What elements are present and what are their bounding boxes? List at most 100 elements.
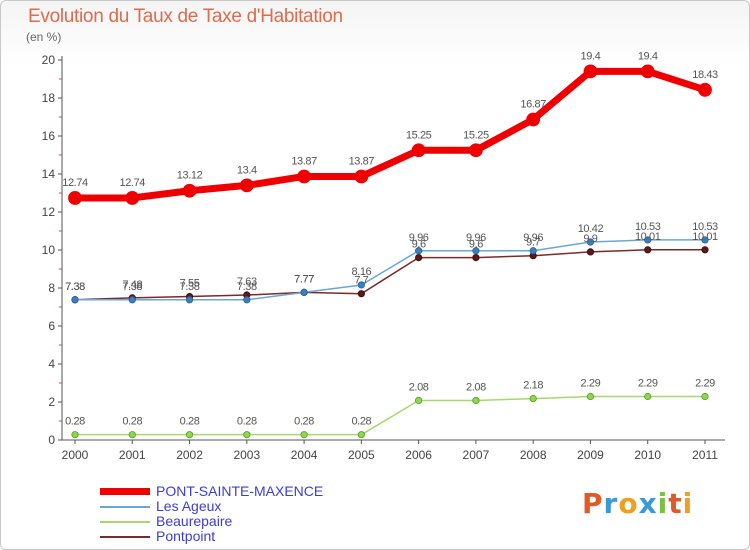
data-label: 9.6 [469,239,483,251]
logo-letter: i [682,487,694,520]
data-point [529,247,537,255]
data-point [644,236,652,244]
legend-swatch [100,506,150,508]
x-tick-label-2011: 2011 [692,448,718,462]
data-label: 9.9 [583,233,597,245]
data-label: 15.25 [463,129,489,141]
y-tick-label-8: 8 [48,281,55,295]
data-label: 0.28 [180,416,200,428]
data-label: 2.29 [581,377,601,389]
data-point [243,296,251,304]
data-point [185,431,194,439]
legend-item-les-ageux: Les Ageux [100,499,420,514]
data-point [125,191,140,205]
x-tick-label-2009: 2009 [577,448,604,462]
y-axis-unit: (en %) [26,30,62,44]
legend-label: Les Ageux [156,498,222,514]
data-label: 0.28 [294,416,314,428]
data-label: 7.38 [65,281,85,293]
series-line-pont-sainte-maxence [71,67,709,202]
legend-item-pont-sainte-maxence: PONT-SAINTE-MAXENCE [100,484,420,499]
y-tick-label-4: 4 [48,357,55,371]
data-label: 7.38 [180,281,200,293]
data-point [472,396,480,405]
legend-item-beaurepaire: Beaurepaire [100,514,420,529]
logo-letter: r [603,487,619,520]
data-point [583,64,598,79]
data-point [297,169,311,184]
data-point [644,392,652,401]
data-label: 9.96 [523,232,543,244]
data-point [526,112,541,127]
data-label: 9.96 [409,232,429,244]
data-point [300,431,308,439]
data-point [472,247,480,255]
y-tick-label-6: 6 [48,319,55,333]
data-point [357,290,365,298]
logo-letter: x [638,487,658,520]
y-tick-label-20: 20 [42,53,56,67]
data-label: 9.96 [466,232,486,244]
legend-label: Beaurepaire [156,513,233,529]
data-label: 12.74 [120,177,146,189]
legend-item-pontpoint: Pontpoint [100,529,420,544]
data-label: 7.55 [180,278,200,290]
data-label: 2.29 [695,377,715,389]
data-point [415,254,423,262]
data-point [185,296,194,304]
data-point [644,246,652,254]
data-point [701,246,709,254]
data-label: 9.6 [412,239,426,251]
data-label: 13.12 [177,170,203,182]
data-label: 7.38 [122,281,142,293]
x-tick-label-2008: 2008 [520,448,547,462]
data-label: 9.7 [526,237,540,249]
legend-swatch [100,536,150,538]
data-point [529,394,537,403]
data-label: 0.28 [65,416,85,428]
data-label: 12.74 [62,177,88,189]
y-tick-label-0: 0 [48,433,55,447]
data-point [71,296,79,304]
legend-swatch [100,521,150,523]
data-label: 13.4 [237,164,257,176]
data-label: 10.53 [692,221,718,233]
data-label: 10.42 [578,223,604,235]
data-label: 19.4 [581,50,601,62]
data-label: 19.4 [638,50,658,62]
data-point [415,396,423,405]
data-label: 0.28 [237,416,257,428]
data-label: 2.18 [523,380,543,392]
data-point [357,281,365,289]
x-tick-label-2003: 2003 [233,448,260,462]
data-point [182,183,197,198]
data-label: 15.25 [406,129,432,141]
data-point [411,143,426,158]
data-label: 7.7 [354,275,368,287]
legend-label: PONT-SAINTE-MAXENCE [156,483,324,499]
data-label: 7.77 [294,273,314,285]
x-tick-label-2005: 2005 [348,448,375,462]
y-tick-label-10: 10 [42,243,56,257]
logo-letter: t [668,487,683,520]
data-point [586,248,595,256]
y-tick-label-18: 18 [42,91,56,105]
data-label: 0.28 [122,416,142,428]
data-label: 13.87 [291,155,317,167]
data-point [239,178,254,193]
data-point [698,82,712,97]
x-tick-label-2006: 2006 [405,448,432,462]
legend-swatch [100,488,150,495]
data-point [243,431,251,439]
data-label: 18.43 [692,69,718,81]
data-label: 16.87 [520,98,546,110]
data-point [701,236,709,244]
series-line-pontpoint [74,249,706,301]
data-label: 8.16 [351,266,371,278]
data-point [586,392,595,401]
data-point [469,143,483,158]
data-point [586,238,595,246]
data-label: 10.01 [635,231,661,243]
data-label: 7.38 [65,281,85,293]
